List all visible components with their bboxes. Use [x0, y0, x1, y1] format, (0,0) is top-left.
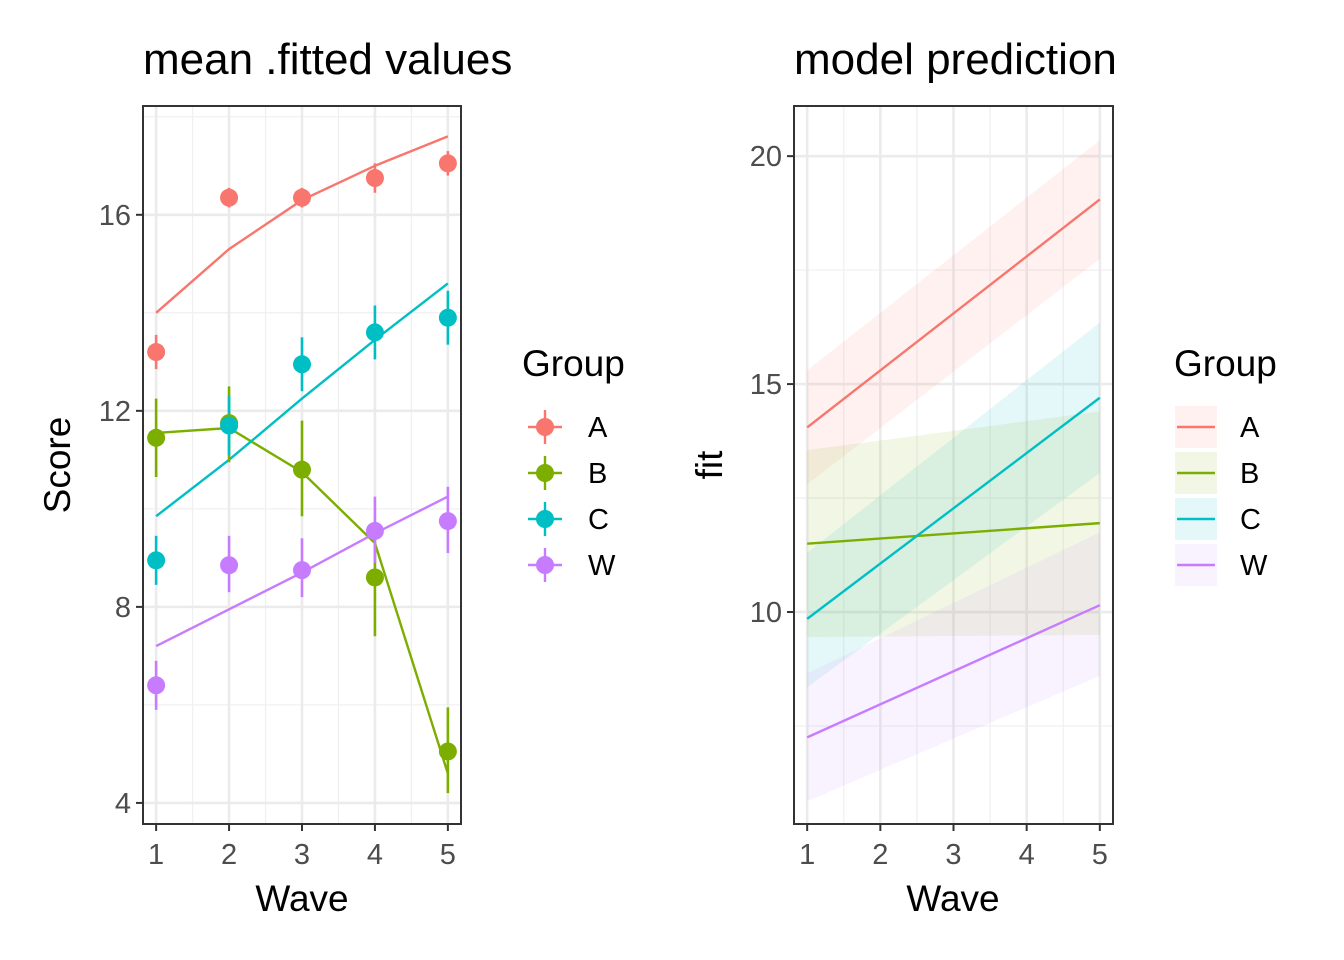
- right-legend-title: Group: [1174, 343, 1277, 384]
- x-tick-label: 1: [148, 839, 164, 871]
- point-B: [147, 428, 166, 447]
- point-W: [147, 676, 166, 695]
- fit-line-A: [806, 198, 1101, 429]
- model-prediction-panel: model prediction 1 2 3 4 5 10 15 20 Wave fit: [689, 35, 1117, 919]
- x-tick-label: 2: [872, 839, 888, 871]
- y-tick-label: 16: [99, 200, 131, 232]
- right-x-axis-title: Wave: [906, 878, 999, 919]
- left-y-axis-title: Score: [37, 417, 78, 514]
- legend-key-point-A: [536, 418, 554, 436]
- legend-key-point-W: [536, 556, 554, 574]
- point-C: [147, 551, 166, 570]
- x-tick-label: 5: [440, 839, 456, 871]
- x-tick-label: 4: [367, 839, 383, 871]
- legend-label-W: W: [1240, 550, 1268, 582]
- legend-label-B: B: [588, 458, 607, 490]
- point-W: [438, 512, 457, 531]
- point-W: [365, 521, 384, 540]
- legend-key-point-B: [536, 464, 554, 482]
- legend-label-A: A: [588, 412, 608, 444]
- x-tick-label: 5: [1092, 839, 1108, 871]
- left-chart-title: mean .fitted values: [143, 35, 512, 84]
- fitted-line-C: [155, 282, 449, 518]
- x-tick-label: 1: [799, 839, 815, 871]
- fit-line-B: [807, 521, 1100, 545]
- legend-label-C: C: [588, 504, 609, 536]
- fit-line-C: [806, 396, 1101, 620]
- right-y-axis: 10 15 20: [750, 141, 794, 629]
- y-tick-label: 8: [115, 592, 131, 624]
- point-C: [220, 416, 239, 435]
- y-tick-label: 12: [99, 396, 131, 428]
- point-W: [293, 561, 311, 580]
- fit-line-W: [806, 604, 1101, 739]
- point-A: [147, 343, 166, 362]
- y-tick-label: 4: [115, 788, 131, 820]
- point-A: [438, 154, 457, 173]
- point-B: [438, 742, 457, 761]
- legend-label-B: B: [1240, 458, 1259, 490]
- point-C: [365, 323, 384, 342]
- point-B: [293, 460, 311, 479]
- point-B: [365, 568, 384, 587]
- left-x-axis: 1 2 3 4 5: [148, 824, 456, 871]
- legend-key-point-C: [536, 510, 554, 528]
- point-C: [293, 355, 311, 374]
- ribbon-W: [807, 532, 1100, 802]
- y-tick-label: 20: [750, 141, 782, 173]
- right-fit-lines: [806, 198, 1101, 739]
- y-tick-label: 15: [750, 369, 782, 401]
- left-y-axis: 4 8 12 16: [99, 200, 143, 820]
- point-A: [293, 188, 311, 207]
- x-tick-label: 2: [221, 839, 237, 871]
- right-y-axis-title: fit: [689, 450, 730, 480]
- right-chart-title: model prediction: [794, 35, 1117, 84]
- left-x-axis-title: Wave: [255, 878, 348, 919]
- point-W: [220, 556, 239, 575]
- left-points: [147, 154, 457, 761]
- legend-label-W: W: [588, 550, 616, 582]
- left-legend-title: Group: [522, 343, 625, 384]
- point-A: [220, 188, 239, 207]
- legend-label-A: A: [1240, 412, 1260, 444]
- x-tick-label: 3: [294, 839, 310, 871]
- ribbon-C: [807, 322, 1100, 688]
- point-A: [365, 169, 384, 188]
- x-tick-label: 3: [945, 839, 961, 871]
- legend-label-C: C: [1240, 504, 1261, 536]
- right-gridlines: [794, 106, 1113, 824]
- right-x-axis: 1 2 3 4 5: [799, 824, 1108, 871]
- point-C: [438, 308, 457, 327]
- y-tick-label: 10: [750, 597, 782, 629]
- x-tick-label: 4: [1019, 839, 1035, 871]
- ribbon-B: [807, 411, 1100, 638]
